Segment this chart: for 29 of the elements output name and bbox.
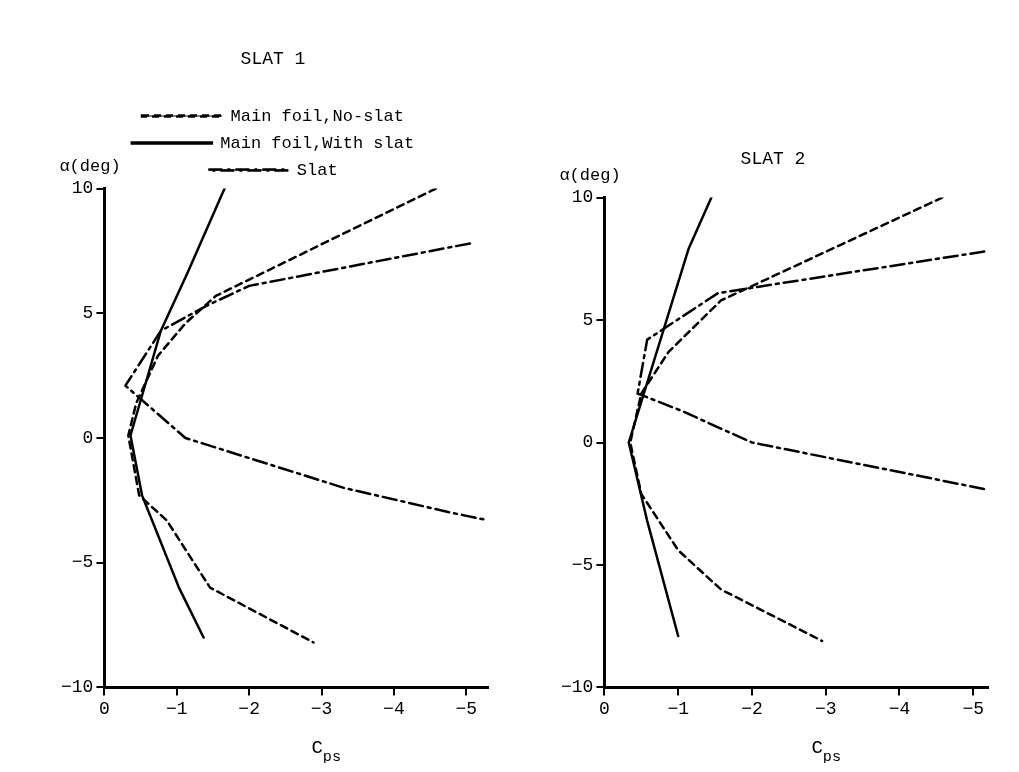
- y-tick-label: 5: [582, 309, 594, 330]
- legend-label: Main foil,No-slat: [230, 106, 404, 126]
- y-tick-label: 5: [82, 303, 94, 324]
- x-tick-label: −3: [814, 698, 837, 719]
- y-tick-label: 10: [571, 187, 594, 208]
- x-tick-label: −5: [455, 698, 478, 719]
- x-tick-label: 0: [99, 698, 110, 719]
- y-tick-label: 0: [82, 427, 94, 448]
- y-tick-label: 0: [582, 432, 594, 453]
- y-axis-title: α(deg): [59, 156, 121, 176]
- chart-title: SLAT 2: [740, 148, 806, 169]
- y-tick-label: 10: [71, 178, 94, 199]
- x-tick-label: −3: [310, 698, 333, 719]
- x-tick-label: −2: [238, 698, 260, 719]
- legend-label: Main foil,With slat: [220, 133, 415, 153]
- legend-label: Slat: [296, 160, 338, 180]
- y-tick-label: −10: [61, 677, 94, 698]
- chart-title: SLAT 1: [240, 48, 306, 69]
- y-axis-title: α(deg): [559, 165, 621, 185]
- x-tick-label: −2: [741, 698, 763, 719]
- y-tick-label: −5: [571, 554, 594, 575]
- y-tick-label: −10: [561, 677, 594, 698]
- x-tick-label: −1: [667, 698, 689, 719]
- x-tick-label: −4: [383, 698, 405, 719]
- x-tick-label: −4: [888, 698, 911, 719]
- x-tick-label: −5: [962, 698, 985, 719]
- x-tick-label: 0: [599, 698, 610, 719]
- x-tick-label: −1: [165, 698, 188, 719]
- y-tick-label: −5: [71, 552, 94, 573]
